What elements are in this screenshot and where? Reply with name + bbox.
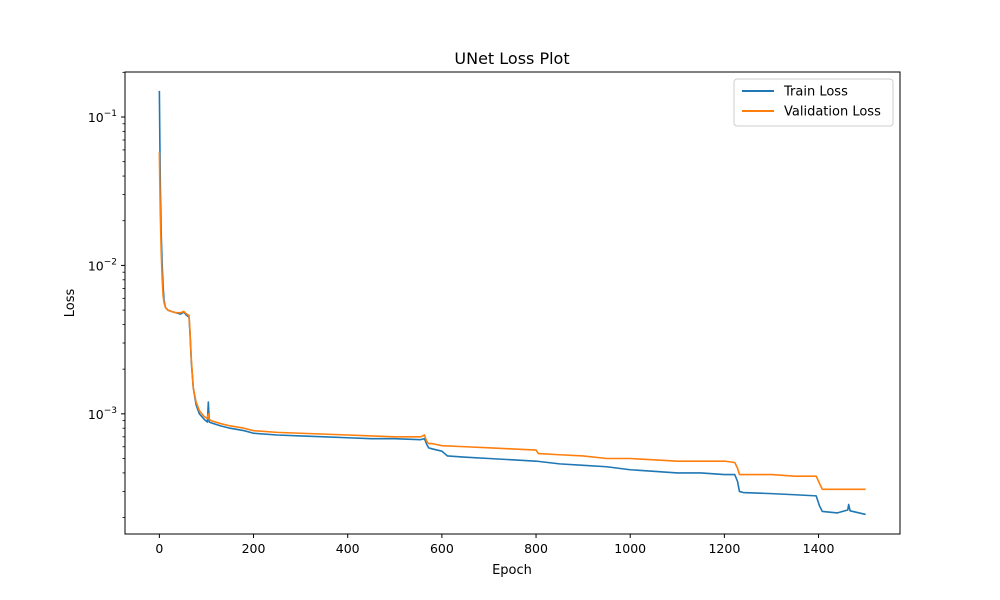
x-axis-label: Epoch bbox=[492, 563, 532, 578]
y-axis-label: Loss bbox=[63, 289, 78, 318]
y-tick-label: 10−3 bbox=[88, 406, 117, 422]
y-tick-label: 10−1 bbox=[88, 109, 117, 125]
series-line-train-loss bbox=[158, 90, 866, 516]
legend-label-validation-loss: Validation Loss bbox=[784, 105, 881, 120]
x-tick-label: 200 bbox=[242, 541, 266, 556]
y-tick-label: 10−2 bbox=[88, 257, 117, 273]
chart-title: UNet Loss Plot bbox=[454, 49, 569, 68]
series-layer bbox=[158, 90, 866, 516]
x-tick-label: 1200 bbox=[708, 541, 740, 556]
x-tick-label: 1400 bbox=[803, 541, 835, 556]
legend-label-train-loss: Train Loss bbox=[783, 85, 848, 100]
x-tick-label: 800 bbox=[524, 541, 548, 556]
series-line-validation-loss bbox=[158, 152, 866, 491]
x-axis: 0 200 400 600 800 1000 1200 1400 bbox=[155, 534, 834, 556]
y-axis: 10−3 10−2 10−1 bbox=[88, 71, 125, 518]
x-tick-label: 1000 bbox=[614, 541, 646, 556]
legend: Train Loss Validation Loss bbox=[733, 78, 894, 127]
x-tick-label: 600 bbox=[430, 541, 454, 556]
x-tick-label: 0 bbox=[155, 541, 163, 556]
x-tick-label: 400 bbox=[336, 541, 360, 556]
plot-frame bbox=[124, 71, 901, 535]
